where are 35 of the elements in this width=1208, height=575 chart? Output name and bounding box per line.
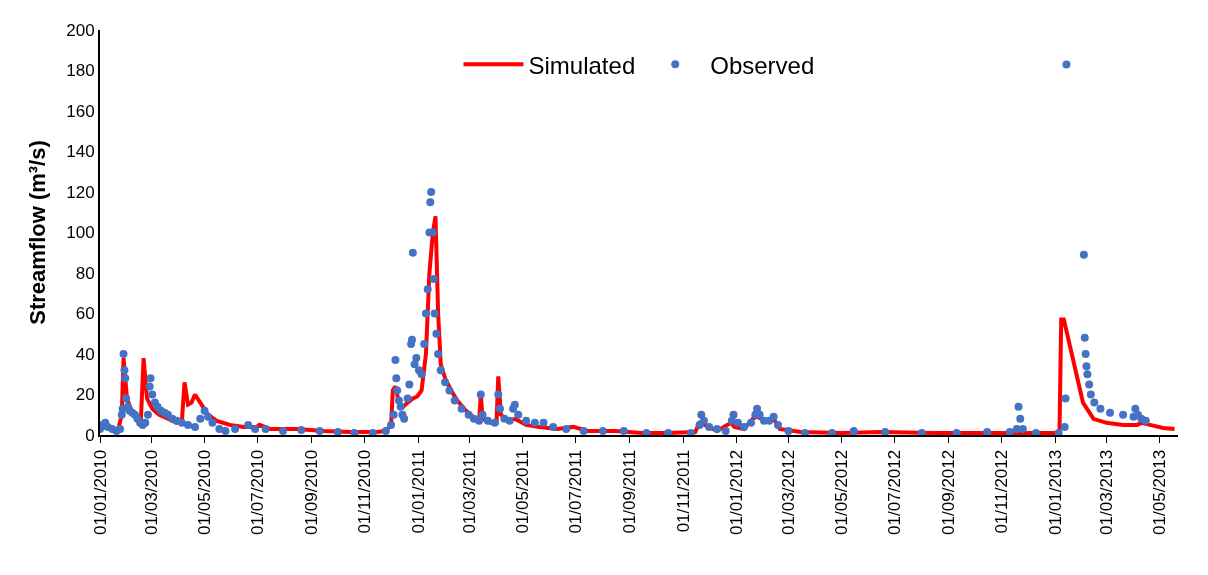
x-tick-label: 01/05/2010 xyxy=(195,449,215,535)
y-tick-label: 120 xyxy=(66,182,95,202)
x-tick-label: 01/01/2013 xyxy=(1045,449,1065,535)
x-tick-label: 01/09/2012 xyxy=(939,449,959,535)
legend-label: Observed xyxy=(710,51,815,79)
x-tick-label: 01/03/2011 xyxy=(460,449,480,534)
x-tick-label: 01/05/2011 xyxy=(513,449,533,534)
x-tick-label: 01/05/2013 xyxy=(1150,449,1170,535)
y-tick-label: 60 xyxy=(75,304,95,324)
y-tick-label: 80 xyxy=(75,263,95,283)
y-tick-label: 140 xyxy=(66,142,95,162)
legend-label: Simulated xyxy=(528,51,636,79)
y-axis-title: Streamflow (m³/s) xyxy=(24,140,50,325)
x-tick-label: 01/11/2012 xyxy=(992,449,1012,534)
x-tick-label: 01/05/2012 xyxy=(832,449,852,535)
x-tick-label: 01/07/2012 xyxy=(885,449,905,535)
y-tick-label: 160 xyxy=(66,101,95,121)
y-tick-label: 180 xyxy=(66,61,95,81)
x-tick-label: 01/11/2011 xyxy=(673,449,693,533)
y-tick-label: 20 xyxy=(75,385,95,405)
x-tick-label: 01/09/2011 xyxy=(620,449,640,534)
x-tick-label: 01/07/2011 xyxy=(566,449,586,534)
x-tick-label: 01/11/2010 xyxy=(355,449,375,534)
x-tick-label: 01/09/2010 xyxy=(302,449,322,535)
y-tick-label: 0 xyxy=(85,425,95,445)
x-tick-label: 01/03/2010 xyxy=(141,449,161,535)
y-tick-label: 40 xyxy=(75,344,95,364)
x-tick-label: 01/01/2011 xyxy=(408,449,428,534)
x-tick-label: 01/07/2010 xyxy=(248,449,268,535)
x-tick-label: 01/01/2010 xyxy=(90,449,110,535)
x-tick-label: 01/01/2012 xyxy=(726,449,746,535)
x-tick-label: 01/03/2012 xyxy=(778,449,798,535)
y-tick-label: 200 xyxy=(66,20,95,40)
y-tick-label: 100 xyxy=(66,223,95,243)
x-tick-label: 01/03/2013 xyxy=(1097,449,1117,535)
